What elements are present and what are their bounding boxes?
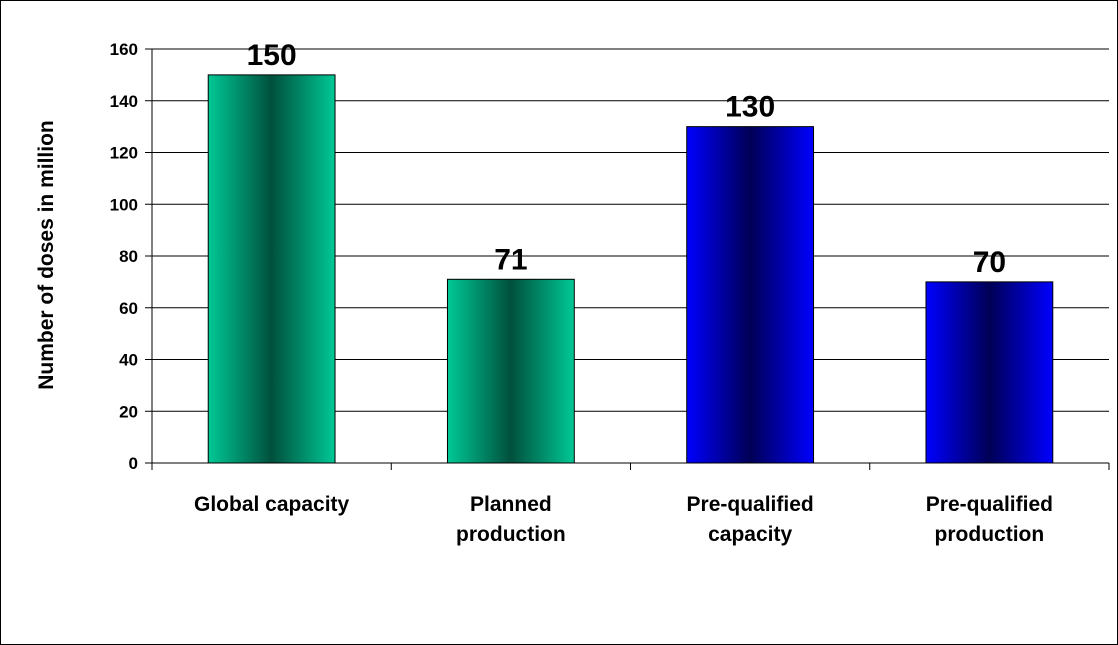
data-label: 70 — [973, 246, 1006, 279]
y-tick-label: 140 — [110, 92, 138, 111]
axes — [145, 48, 1110, 470]
y-axis-title: Number of doses in million — [35, 120, 58, 390]
y-tick-label: 20 — [119, 402, 138, 421]
bar — [207, 74, 336, 464]
bars — [207, 74, 1054, 464]
y-tick-label: 60 — [119, 299, 138, 318]
category-label: Pre-qualified capacity — [687, 493, 814, 546]
y-tick-label: 80 — [119, 247, 138, 266]
data-labels: 150 71 130 70 — [247, 39, 1006, 279]
y-tick-label: 120 — [110, 144, 138, 163]
data-label: 150 — [247, 39, 297, 72]
y-tick-label: 160 — [110, 40, 138, 59]
data-label: 130 — [725, 91, 775, 124]
bar — [686, 126, 815, 464]
y-tick-label: 40 — [119, 351, 138, 370]
bar — [446, 278, 575, 464]
data-label: 71 — [494, 243, 527, 276]
category-label: Global capacity — [194, 493, 350, 516]
category-label: Pre-qualified production — [926, 493, 1053, 546]
category-labels: Global capacity Planned production Pre-qual… — [194, 493, 1053, 546]
y-tick-label: 0 — [129, 454, 138, 473]
bar — [925, 281, 1054, 464]
y-tick-labels: 0 20 40 60 80 100 120 140 160 — [110, 40, 138, 473]
y-tick-label: 100 — [110, 195, 138, 214]
category-label: Planned production — [456, 493, 566, 546]
